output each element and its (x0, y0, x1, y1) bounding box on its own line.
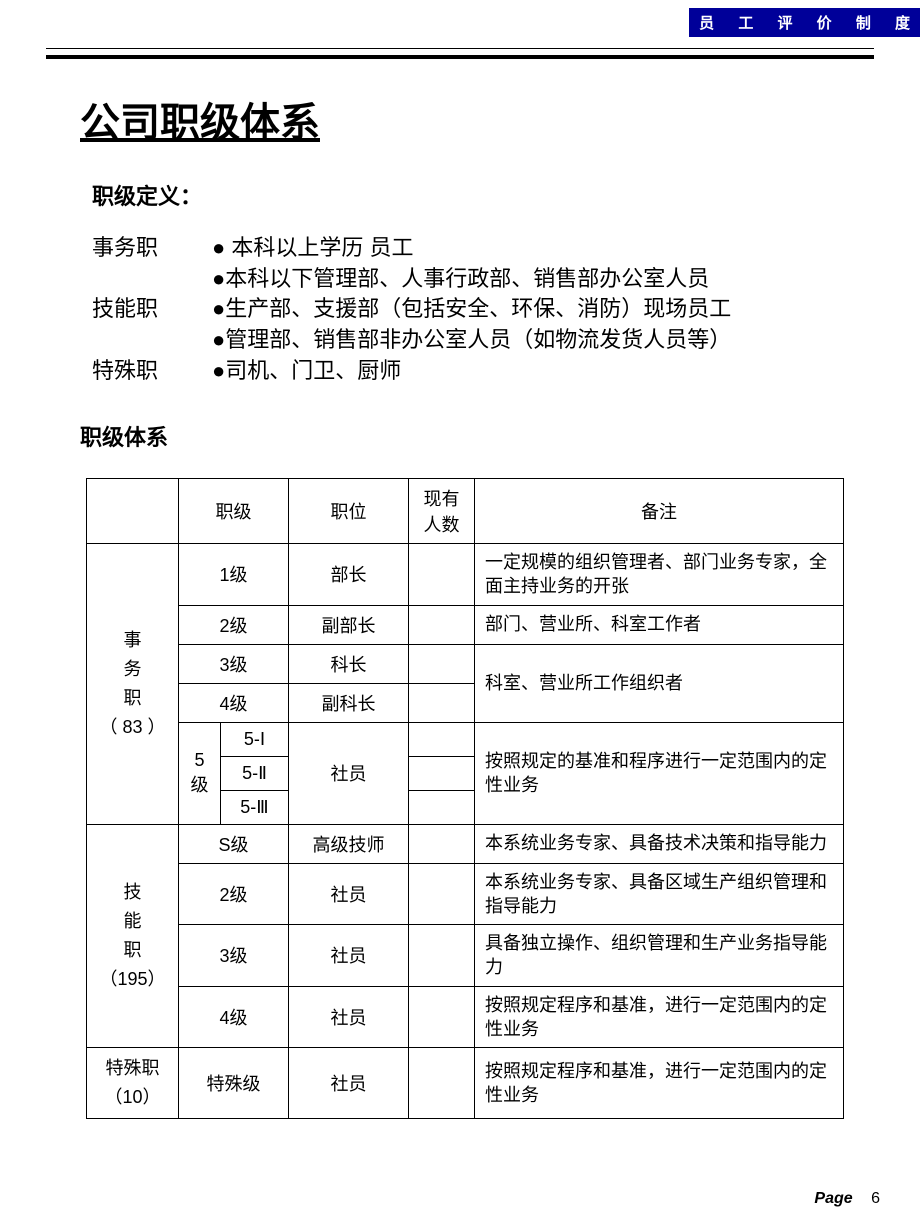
cell-level: 4级 (179, 986, 289, 1048)
def-cat: 特殊职 (92, 356, 212, 387)
footer-page-num: 6 (871, 1190, 880, 1207)
cell-count (409, 863, 475, 925)
cell-count (409, 1048, 475, 1119)
cell-remark: 科室、营业所工作组织者 (475, 644, 844, 722)
table-row: 2级 副部长 部门、营业所、科室工作者 (87, 605, 844, 644)
cell-level: 2级 (179, 863, 289, 925)
th-remark: 备注 (475, 479, 844, 544)
cell-pos: 科长 (289, 644, 409, 683)
cell-count (409, 722, 475, 756)
table-header-row: 职级 职位 现有 人数 备注 (87, 479, 844, 544)
def-cat: 事务职 (92, 233, 212, 295)
footer-label: Page (814, 1190, 852, 1207)
cat-office: 事 务 职 （ 83 ） (87, 544, 179, 825)
cell-remark: 本系统业务专家、具备区域生产组织管理和指导能力 (475, 863, 844, 925)
cat-special: 特殊职 （10） (87, 1048, 179, 1119)
table-row: 3级 社员 具备独立操作、组织管理和生产业务指导能力 (87, 925, 844, 987)
page-title: 公司职级体系 (80, 90, 320, 148)
cell-remark: 按照规定程序和基准，进行一定范围内的定性业务 (475, 1048, 844, 1119)
def-line: ●生产部、支援部（包括安全、环保、消防）现场员工 (212, 294, 731, 325)
th-pos: 职位 (289, 479, 409, 544)
cell-remark: 按照规定程序和基准，进行一定范围内的定性业务 (475, 986, 844, 1048)
def-line: ●司机、门卫、厨师 (212, 356, 731, 387)
cell-pos: 社员 (289, 722, 409, 824)
cell-count (409, 790, 475, 824)
cell-remark: 本系统业务专家、具备技术决策和指导能力 (475, 824, 844, 863)
cell-level: S级 (179, 824, 289, 863)
table-row: 5 级 5-Ⅰ 社员 按照规定的基准和程序进行一定范围内的定性业务 (87, 722, 844, 756)
cell-level: 1级 (179, 544, 289, 606)
definition-label: 职级定义： (92, 182, 731, 213)
cell-pos: 副部长 (289, 605, 409, 644)
cell-pos: 社员 (289, 986, 409, 1048)
th-level: 职级 (179, 479, 289, 544)
cell-remark: 具备独立操作、组织管理和生产业务指导能力 (475, 925, 844, 987)
cell-pos: 社员 (289, 925, 409, 987)
def-line: ● 本科以上学历 员工 (212, 233, 731, 264)
def-line: ●管理部、销售部非办公室人员（如物流发货人员等） (212, 325, 731, 356)
cell-pos: 高级技师 (289, 824, 409, 863)
system-label: 职级体系 (80, 420, 168, 452)
table-row: 3级 科长 科室、营业所工作组织者 (87, 644, 844, 683)
cell-level: 3级 (179, 925, 289, 987)
rule-thick (46, 55, 874, 59)
cell-pos: 副科长 (289, 683, 409, 722)
def-body: ● 本科以上学历 员工 ●本科以下管理部、人事行政部、销售部办公室人员 (212, 233, 731, 295)
cell-count (409, 683, 475, 722)
cell-sub: 5-Ⅲ (221, 790, 289, 824)
cell-count (409, 644, 475, 683)
cell-sub: 5-Ⅱ (221, 756, 289, 790)
cell-level-5: 5 级 (179, 722, 221, 824)
cell-pos: 社员 (289, 1048, 409, 1119)
cell-count (409, 986, 475, 1048)
table-row: 技 能 职 （195） S级 高级技师 本系统业务专家、具备技术决策和指导能力 (87, 824, 844, 863)
def-row: 技能职 ●生产部、支援部（包括安全、环保、消防）现场员工 ●管理部、销售部非办公… (92, 294, 731, 356)
cell-remark: 按照规定的基准和程序进行一定范围内的定性业务 (475, 722, 844, 824)
cell-pos: 部长 (289, 544, 409, 606)
page-footer: Page 6 (814, 1190, 880, 1208)
cell-count (409, 544, 475, 606)
header-tag: 员 工 评 价 制 度 (689, 8, 920, 37)
cell-level: 特殊级 (179, 1048, 289, 1119)
def-line: ●本科以下管理部、人事行政部、销售部办公室人员 (212, 264, 731, 295)
th-blank (87, 479, 179, 544)
definition-section: 职级定义： 事务职 ● 本科以上学历 员工 ●本科以下管理部、人事行政部、销售部… (92, 182, 731, 387)
cell-remark: 部门、营业所、科室工作者 (475, 605, 844, 644)
cat-skill: 技 能 职 （195） (87, 824, 179, 1048)
cell-count (409, 756, 475, 790)
cell-level: 3级 (179, 644, 289, 683)
table-row: 事 务 职 （ 83 ） 1级 部长 一定规模的组织管理者、部门业务专家，全面主… (87, 544, 844, 606)
def-body: ●生产部、支援部（包括安全、环保、消防）现场员工 ●管理部、销售部非办公室人员（… (212, 294, 731, 356)
cell-sub: 5-Ⅰ (221, 722, 289, 756)
th-count: 现有 人数 (409, 479, 475, 544)
def-row: 事务职 ● 本科以上学历 员工 ●本科以下管理部、人事行政部、销售部办公室人员 (92, 233, 731, 295)
cell-count (409, 925, 475, 987)
table-row: 4级 社员 按照规定程序和基准，进行一定范围内的定性业务 (87, 986, 844, 1048)
cell-count (409, 824, 475, 863)
rank-table-wrap: 职级 职位 现有 人数 备注 事 务 职 （ 83 ） 1级 部长 一定规模的组… (86, 478, 844, 1119)
cell-remark: 一定规模的组织管理者、部门业务专家，全面主持业务的开张 (475, 544, 844, 606)
cell-level: 4级 (179, 683, 289, 722)
table-row: 特殊职 （10） 特殊级 社员 按照规定程序和基准，进行一定范围内的定性业务 (87, 1048, 844, 1119)
rule-thin (46, 48, 874, 49)
table-row: 2级 社员 本系统业务专家、具备区域生产组织管理和指导能力 (87, 863, 844, 925)
cell-count (409, 605, 475, 644)
cell-level: 2级 (179, 605, 289, 644)
def-row: 特殊职 ●司机、门卫、厨师 (92, 356, 731, 387)
rank-table: 职级 职位 现有 人数 备注 事 务 职 （ 83 ） 1级 部长 一定规模的组… (86, 478, 844, 1119)
cell-pos: 社员 (289, 863, 409, 925)
def-body: ●司机、门卫、厨师 (212, 356, 731, 387)
def-cat: 技能职 (92, 294, 212, 356)
